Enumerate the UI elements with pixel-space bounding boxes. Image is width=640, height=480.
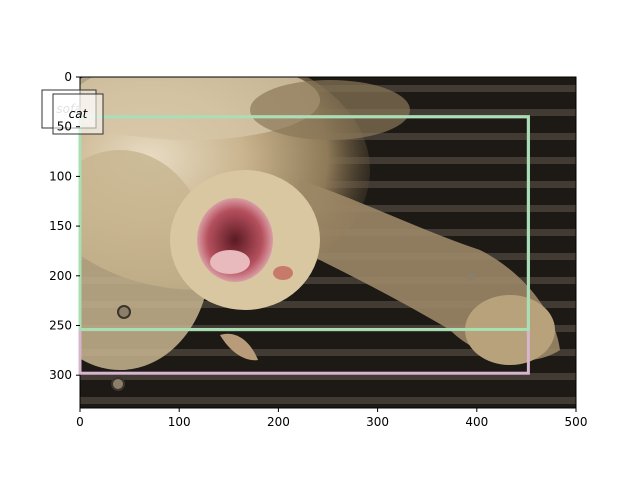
x-axis: 0 100 200 300 400 500 — [76, 408, 587, 429]
y-tick-label: 0 — [64, 70, 72, 84]
bounding-boxes: sofacat — [41, 89, 530, 375]
bbox-cat — [78, 115, 530, 331]
x-tick-label: 500 — [565, 415, 588, 429]
x-tick-label: 200 — [267, 415, 290, 429]
svg-text:cat: cat — [69, 107, 89, 121]
y-tick-label: 200 — [49, 269, 72, 283]
y-tick-label: 50 — [57, 120, 72, 134]
x-tick-label: 100 — [168, 415, 191, 429]
cat-photo-icon — [80, 77, 576, 408]
x-tick-label: 400 — [465, 415, 488, 429]
x-tick-label: 300 — [366, 415, 389, 429]
y-tick-label: 300 — [49, 368, 72, 382]
y-tick-label: 250 — [49, 318, 72, 332]
x-tick-label: 0 — [76, 415, 84, 429]
y-tick-label: 100 — [49, 169, 72, 183]
label-cat: cat — [52, 93, 104, 135]
y-axis: 0 50 100 150 200 250 300 — [49, 70, 80, 382]
y-tick-label: 150 — [49, 219, 72, 233]
